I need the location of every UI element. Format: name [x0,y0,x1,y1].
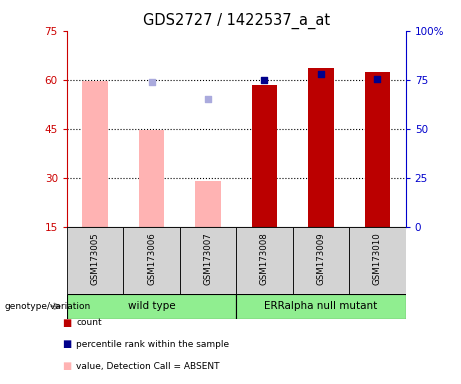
Bar [67,294,236,319]
Text: ■: ■ [62,339,71,349]
Bar [349,227,406,294]
Bar [365,71,390,227]
Text: ■: ■ [62,383,71,384]
Point [374,76,381,82]
Bar [308,68,334,227]
Text: ■: ■ [62,318,71,328]
Text: ERRalpha null mutant: ERRalpha null mutant [264,301,378,311]
Point [261,77,268,83]
Bar [139,130,164,227]
Text: ■: ■ [62,361,71,371]
Text: wild type: wild type [128,301,175,311]
Bar [83,81,108,227]
Text: GSM173010: GSM173010 [373,232,382,285]
Text: GSM173009: GSM173009 [316,232,325,285]
Text: GSM173006: GSM173006 [147,232,156,285]
Point [148,79,155,85]
Bar [180,227,236,294]
Bar [195,181,221,227]
Point [317,71,325,77]
Text: percentile rank within the sample: percentile rank within the sample [76,340,229,349]
Text: GSM173007: GSM173007 [203,232,213,285]
Text: GSM173005: GSM173005 [90,232,100,285]
Bar [123,227,180,294]
Bar [67,227,123,294]
Text: GSM173008: GSM173008 [260,232,269,285]
Text: value, Detection Call = ABSENT: value, Detection Call = ABSENT [76,362,219,371]
Text: genotype/variation: genotype/variation [5,302,91,311]
Bar [236,294,406,319]
Bar [293,227,349,294]
Point [204,96,212,103]
Title: GDS2727 / 1422537_a_at: GDS2727 / 1422537_a_at [143,13,330,29]
Bar [252,84,277,227]
Bar [236,227,293,294]
Text: count: count [76,318,102,327]
